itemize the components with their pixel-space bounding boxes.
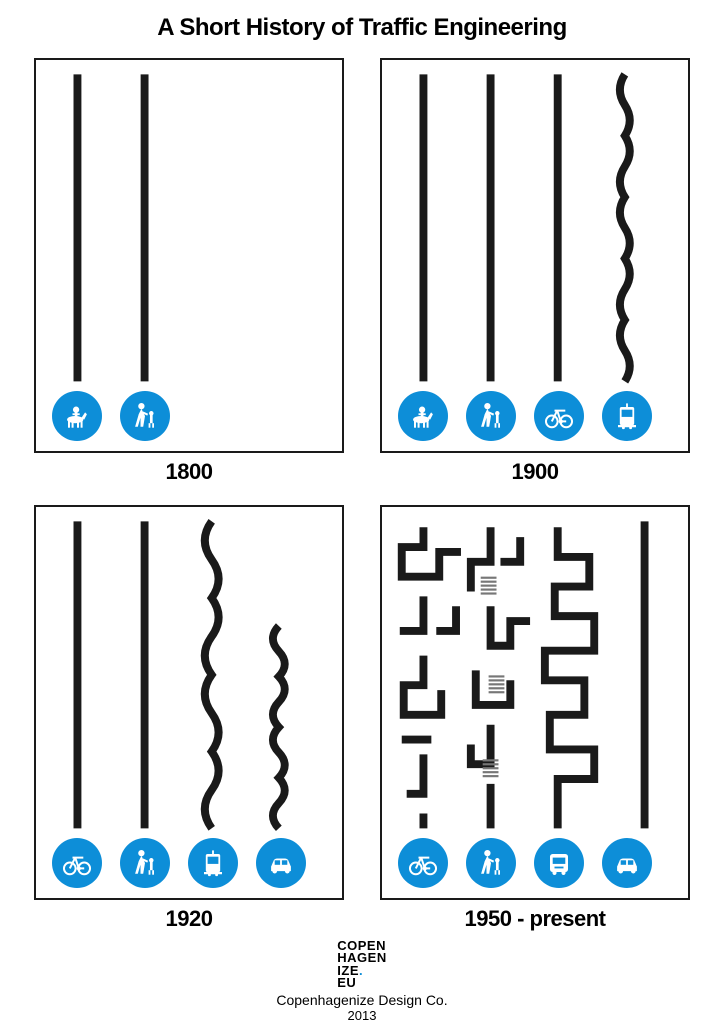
- lane-path: [273, 626, 285, 828]
- crosswalk-stripe: [481, 581, 497, 583]
- footer: COPEN HAGEN IZE. EU Copenhagenize Design…: [0, 940, 724, 1023]
- crosswalk-stripe: [483, 775, 499, 777]
- car-icon: [602, 838, 652, 888]
- icon-row: [382, 391, 688, 441]
- lane-path: [620, 74, 630, 381]
- panel-box: [380, 58, 690, 453]
- pedestrian-icon: [466, 391, 516, 441]
- lane-path: [205, 521, 219, 828]
- crosswalk-stripe: [489, 675, 505, 677]
- crosswalk-stripe: [483, 771, 499, 773]
- pedestrian-icon: [466, 838, 516, 888]
- panel-label: 1800: [166, 459, 213, 485]
- footer-year: 2013: [0, 1008, 724, 1023]
- bicycle-icon: [534, 391, 584, 441]
- horse-icon: [398, 391, 448, 441]
- crosswalk-stripe: [481, 588, 497, 590]
- bicycle-icon: [52, 838, 102, 888]
- crosswalk-stripe: [481, 592, 497, 594]
- crosswalk-stripe: [489, 679, 505, 681]
- panel-box: [380, 505, 690, 900]
- crosswalk-stripe: [489, 691, 505, 693]
- crosswalk-stripe: [489, 683, 505, 685]
- panel-grid: 1800: [0, 42, 724, 932]
- lane-path: [471, 527, 530, 828]
- bicycle-icon: [398, 838, 448, 888]
- panel: 1900: [376, 58, 694, 485]
- bus-icon: [534, 838, 584, 888]
- page-title: A Short History of Traffic Engineering: [0, 0, 724, 42]
- tram-icon: [602, 391, 652, 441]
- icon-row: [36, 838, 342, 888]
- panel-label: 1900: [512, 459, 559, 485]
- tram-icon: [188, 838, 238, 888]
- icon-row: [36, 391, 342, 441]
- panel: 1950 - present: [376, 505, 694, 932]
- footer-credit: Copenhagenize Design Co.: [0, 992, 724, 1008]
- crosswalk-stripe: [483, 759, 499, 761]
- panel: 1920: [30, 505, 348, 932]
- panel: 1800: [30, 58, 348, 485]
- pedestrian-icon: [120, 391, 170, 441]
- logo: COPEN HAGEN IZE. EU: [337, 940, 386, 989]
- panel-box: [34, 58, 344, 453]
- crosswalk-stripe: [483, 763, 499, 765]
- panel-label: 1950 - present: [465, 906, 606, 932]
- car-icon: [256, 838, 306, 888]
- crosswalk-stripe: [489, 687, 505, 689]
- lane-path: [545, 527, 594, 828]
- crosswalk-stripe: [481, 585, 497, 587]
- pedestrian-icon: [120, 838, 170, 888]
- horse-icon: [52, 391, 102, 441]
- lane-path: [400, 527, 461, 828]
- crosswalk-stripe: [483, 767, 499, 769]
- icon-row: [382, 838, 688, 888]
- panel-box: [34, 505, 344, 900]
- panel-label: 1920: [166, 906, 213, 932]
- crosswalk-stripe: [481, 577, 497, 579]
